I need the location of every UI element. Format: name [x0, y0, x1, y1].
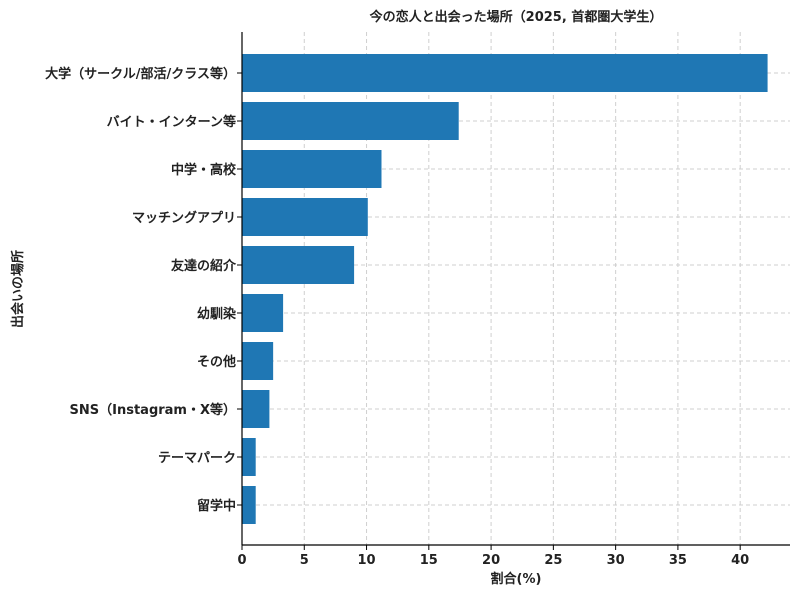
- y-axis-title: 出会いの場所: [10, 250, 26, 328]
- category-label: SNS（Instagram・X等）: [70, 402, 236, 418]
- bar: [242, 390, 270, 428]
- x-axis-title: 割合(%): [491, 571, 542, 587]
- category-label: バイト・インターン等: [107, 114, 236, 130]
- category-label: テーマパーク: [158, 451, 236, 466]
- bar-layer: [242, 54, 768, 524]
- category-label: その他: [197, 354, 236, 370]
- tick-layer: [237, 72, 741, 550]
- x-tick-label: 15: [420, 553, 438, 568]
- category-label: 大学（サークル/部活/クラス等）: [45, 66, 236, 82]
- bar: [242, 342, 274, 380]
- category-label: 留学中: [197, 498, 236, 514]
- category-label: 友達の紹介: [171, 258, 237, 274]
- category-label: マッチングアプリ: [132, 210, 236, 226]
- bar: [242, 438, 256, 476]
- x-tick-label: 40: [731, 553, 749, 568]
- bar: [242, 150, 382, 188]
- bar: [242, 54, 768, 92]
- x-tick-label: 0: [237, 553, 246, 568]
- x-tick-label: 20: [482, 553, 500, 568]
- x-tick-label: 5: [300, 553, 309, 568]
- bar: [242, 294, 284, 332]
- bar: [242, 102, 459, 140]
- category-label: 幼馴染: [197, 306, 237, 322]
- label-layer: 0 5 10 15 20 25 30 35 40 大学（サークル/部活/クラス等） バイト・インター…: [45, 66, 749, 568]
- x-tick-label: 30: [607, 553, 625, 568]
- bar: [242, 486, 256, 524]
- axis-layer: [241, 32, 790, 546]
- chart-title: 今の恋人と出会った場所（2025, 首都圏大学生）: [369, 9, 663, 25]
- x-tick-label: 10: [357, 553, 375, 568]
- x-tick-label: 25: [544, 553, 562, 568]
- x-tick-label: 35: [669, 553, 687, 568]
- bar: [242, 198, 368, 236]
- bar: [242, 246, 355, 284]
- category-label: 中学・高校: [171, 162, 237, 178]
